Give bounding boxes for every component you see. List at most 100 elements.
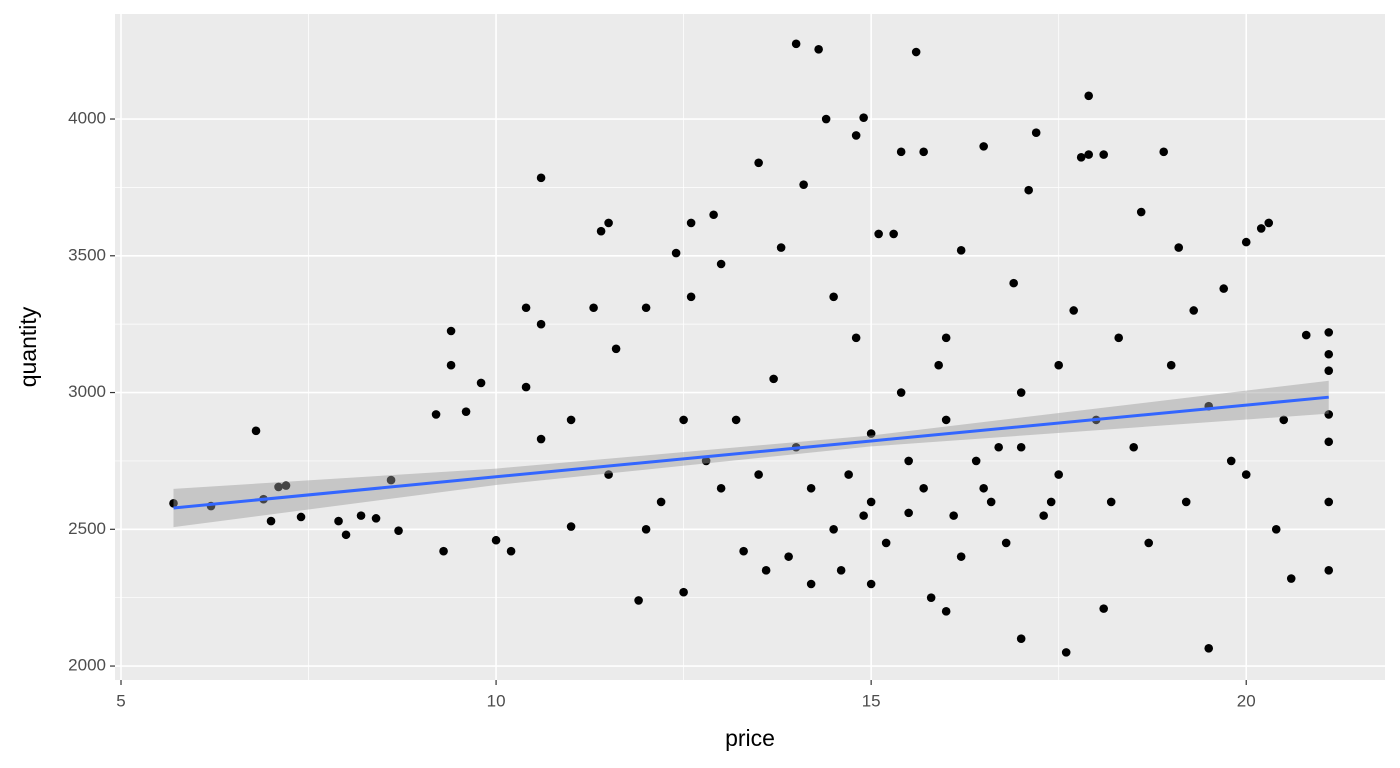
point [784,552,793,561]
point [799,180,808,189]
point [1076,153,1086,162]
point [1054,470,1063,479]
fit-line [173,395,1329,510]
x-tick-label: 20 [1237,691,1256,710]
point [679,415,688,425]
point [919,483,928,493]
point [446,326,456,336]
y-axis-title: quantity [15,306,41,387]
point [251,426,261,436]
point [979,142,988,151]
point [1099,150,1108,159]
point [491,535,501,545]
point [896,147,906,157]
point [859,113,868,122]
point [656,497,666,507]
y-tick-label: 2000 [68,656,106,675]
point [979,483,988,493]
point [716,259,726,269]
point [296,512,306,522]
point [604,218,613,228]
point [439,546,448,556]
point [829,524,838,534]
point [866,429,876,438]
point [596,226,606,236]
point [394,526,403,535]
y-tick-label: 3000 [68,382,106,401]
y-tick-label: 4000 [68,109,106,128]
x-axis-title: price [725,725,775,751]
point [371,514,381,523]
point [844,470,853,479]
point [1046,497,1056,507]
point [281,481,291,490]
point [1084,91,1093,101]
point [274,482,283,492]
point [851,131,861,140]
point [889,229,898,239]
point [536,173,546,183]
point [821,114,831,124]
point [806,579,816,589]
point [866,579,876,589]
point [716,483,726,493]
point [1271,524,1281,534]
point [1324,566,1334,575]
point [881,538,891,548]
point [709,210,718,220]
point [1069,306,1078,315]
point [934,360,943,370]
point [1241,237,1251,247]
point [1324,497,1334,507]
point [904,508,913,518]
point [334,516,343,526]
point [731,415,741,425]
point [1031,128,1041,138]
point [926,593,936,602]
confidence-band [173,380,1329,528]
point [1084,150,1093,159]
point [266,516,276,526]
point [1301,330,1311,340]
point [521,303,531,313]
x-tick-label: 15 [862,691,881,710]
point [1024,185,1033,195]
point [671,248,681,258]
point [1001,538,1011,548]
point [754,158,763,168]
point [641,524,651,534]
point [941,333,951,343]
point [851,333,861,343]
point [776,243,786,252]
point [941,415,951,425]
point [1189,306,1199,315]
point [1324,366,1334,375]
point [686,292,696,302]
point [829,292,838,302]
point [1114,333,1123,343]
point [1264,218,1274,228]
point [611,344,621,354]
point [341,530,351,540]
point [566,415,576,425]
point [949,511,958,520]
point [1286,574,1296,583]
point [446,360,456,370]
point [791,39,801,49]
point [1061,648,1071,657]
point [686,218,696,228]
point [431,410,441,419]
point [1039,511,1048,520]
point [1016,388,1026,397]
point [701,456,711,466]
point [1016,442,1026,452]
x-tick-label: 10 [487,691,506,710]
point [1166,360,1176,370]
point [1106,497,1116,507]
point [1256,224,1266,233]
point [1279,415,1289,425]
point [919,147,928,157]
x-tick-label: 5 [116,691,125,710]
point [739,546,748,556]
